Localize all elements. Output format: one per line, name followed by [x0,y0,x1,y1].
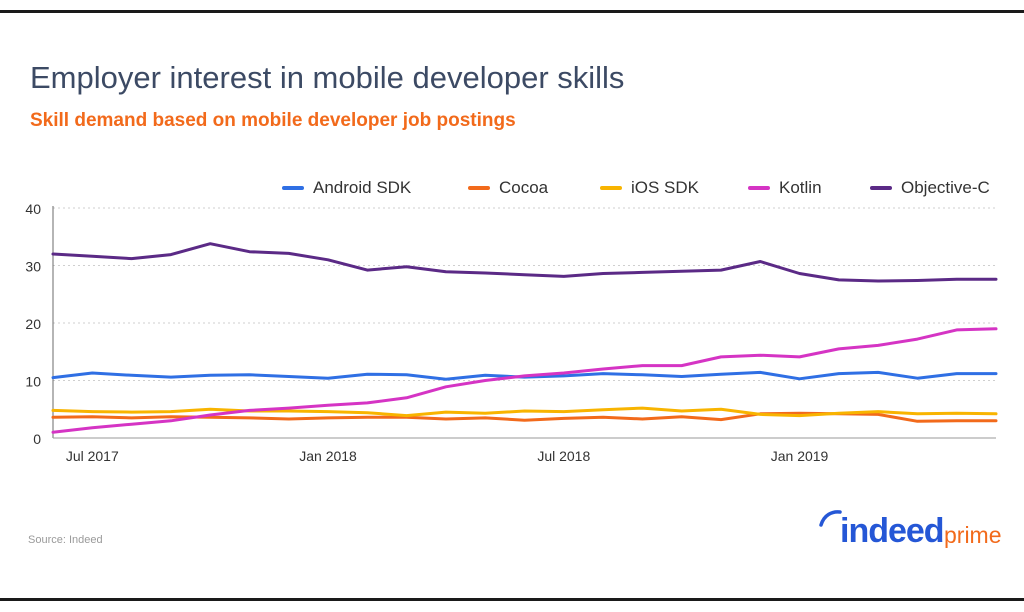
legend-label-ios-sdk: iOS SDK [631,178,700,197]
legend-item-cocoa: Cocoa [468,176,548,200]
x-tick-label-1: Jan 2018 [299,448,357,464]
line-chart: 0 10 20 30 40 Jul 2017 Jan 2018 Jul 2018 Jan 201… [25,201,998,464]
y-tick-label-10: 10 [25,374,41,390]
series-line-objective-c [51,242,998,283]
legend-item-objective-c: Objective-C [870,176,990,200]
y-tick-label-40: 40 [25,201,41,217]
x-tick-label-0: Jul 2017 [66,448,119,464]
chart-legend: Android SDK Cocoa iOS SDK Kotlin Objecti… [282,176,1018,200]
x-tick-label-2: Jul 2018 [537,448,590,464]
source-note: Source: Indeed [28,534,103,546]
indeed-logo-mark-icon [819,510,842,527]
legend-label-android-sdk: Android SDK [313,178,412,197]
legend-item-ios-sdk: iOS SDK [600,176,699,200]
series-lines [51,242,998,434]
x-tick-label-3: Jan 2019 [771,448,829,464]
top-border [0,10,1024,13]
legend-swatch-cocoa [468,186,490,190]
gridlines [53,207,996,381]
legend-swatch-android-sdk [282,186,304,190]
chart-subtitle: Skill demand based on mobile developer j… [30,110,516,131]
axes [52,206,996,439]
series-line-kotlin [51,327,998,434]
chart-title: Employer interest in mobile developer sk… [30,60,625,95]
series-line-ios-sdk [51,406,998,418]
bottom-border [0,598,1024,601]
legend-label-kotlin: Kotlin [779,178,822,197]
legend-swatch-objective-c [870,186,892,190]
indeed-prime-logo: indeed prime [818,508,1008,552]
legend-label-cocoa: Cocoa [499,178,549,197]
y-tick-label-0: 0 [33,431,41,447]
tick-labels: 0 10 20 30 40 Jul 2017 Jan 2018 Jul 2018 Jan 201… [25,201,828,464]
legend-swatch-kotlin [748,186,770,190]
y-tick-label-30: 30 [25,259,41,275]
legend-swatch-ios-sdk [600,186,622,190]
logo-suffix: prime [944,522,1002,548]
legend-item-kotlin: Kotlin [748,176,822,200]
legend-item-android-sdk: Android SDK [282,176,411,200]
logo-brand: indeed [840,512,945,550]
y-tick-label-20: 20 [25,316,41,332]
legend-label-objective-c: Objective-C [901,178,990,197]
